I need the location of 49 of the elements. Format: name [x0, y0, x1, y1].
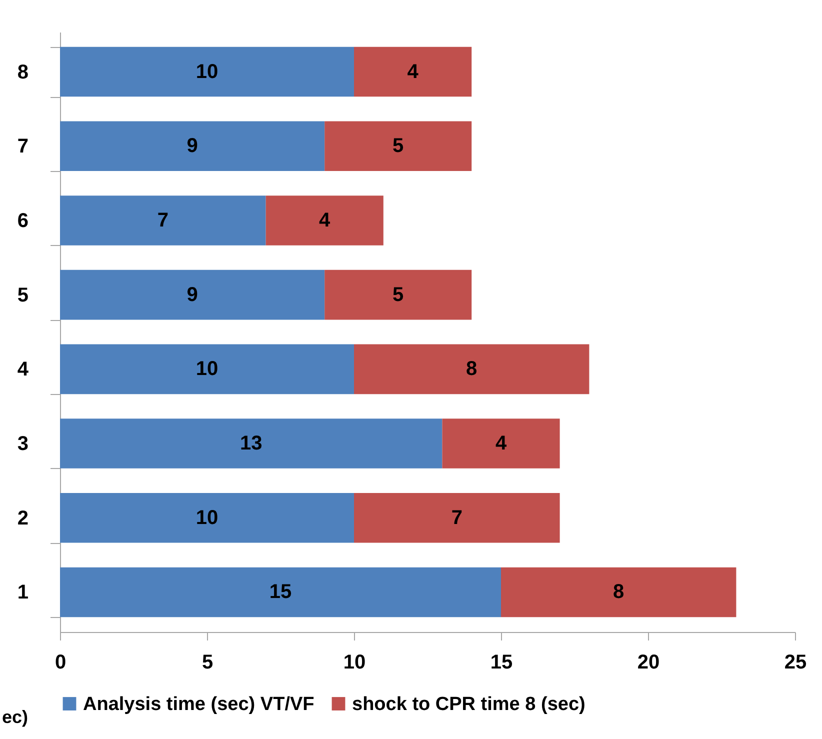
bar	[501, 567, 736, 618]
data-label: 8	[613, 581, 624, 604]
data-label: 4	[319, 209, 332, 232]
y-tick-label: 2	[17, 507, 28, 530]
x-tick-label: 10	[343, 652, 366, 674]
data-label: 9	[186, 135, 198, 158]
bar	[266, 196, 384, 246]
data-label: 4	[495, 432, 508, 455]
bar	[354, 492, 560, 543]
bar	[60, 418, 442, 468]
x-tick-label: 0	[54, 652, 66, 674]
legend-label: Analysis time (sec) VT/VF	[83, 694, 314, 715]
bar	[60, 344, 354, 394]
bar	[324, 270, 472, 320]
data-label: 5	[392, 284, 404, 306]
y-tick-label: 7	[17, 136, 28, 158]
data-label: 4	[407, 60, 420, 83]
data-label: 7	[157, 209, 168, 232]
bar	[60, 492, 354, 543]
data-label: 10	[196, 506, 218, 529]
x-tick-label: 20	[637, 652, 660, 674]
y-tick-label: 3	[17, 433, 28, 456]
x-tick-label: 15	[490, 652, 513, 674]
data-label: 10	[196, 60, 218, 83]
legend-label: shock to CPR time 8 (sec)	[352, 694, 586, 715]
bar	[354, 46, 472, 97]
data-label: 9	[186, 284, 198, 306]
data-label: 8	[466, 358, 478, 380]
y-tick-label: 5	[17, 284, 28, 306]
bar	[60, 46, 354, 97]
text: ec)	[2, 707, 28, 727]
bar	[442, 418, 560, 468]
bar	[60, 270, 325, 320]
data-label: 7	[451, 506, 462, 529]
bar	[60, 196, 266, 246]
x-tick-label: 5	[202, 652, 214, 674]
bar	[354, 344, 590, 394]
x-tick-label: 25	[784, 652, 807, 674]
y-tick-label: 4	[17, 358, 30, 381]
y-tick-label: 1	[17, 582, 28, 604]
data-label: 13	[240, 432, 262, 455]
y-tick-label: 6	[17, 210, 28, 232]
data-label: 15	[269, 581, 292, 604]
data-label: 5	[392, 135, 404, 158]
bar	[60, 567, 501, 618]
bar	[324, 121, 472, 172]
data-label: 10	[196, 358, 218, 380]
bar	[60, 121, 325, 172]
y-tick-label: 8	[17, 61, 28, 84]
